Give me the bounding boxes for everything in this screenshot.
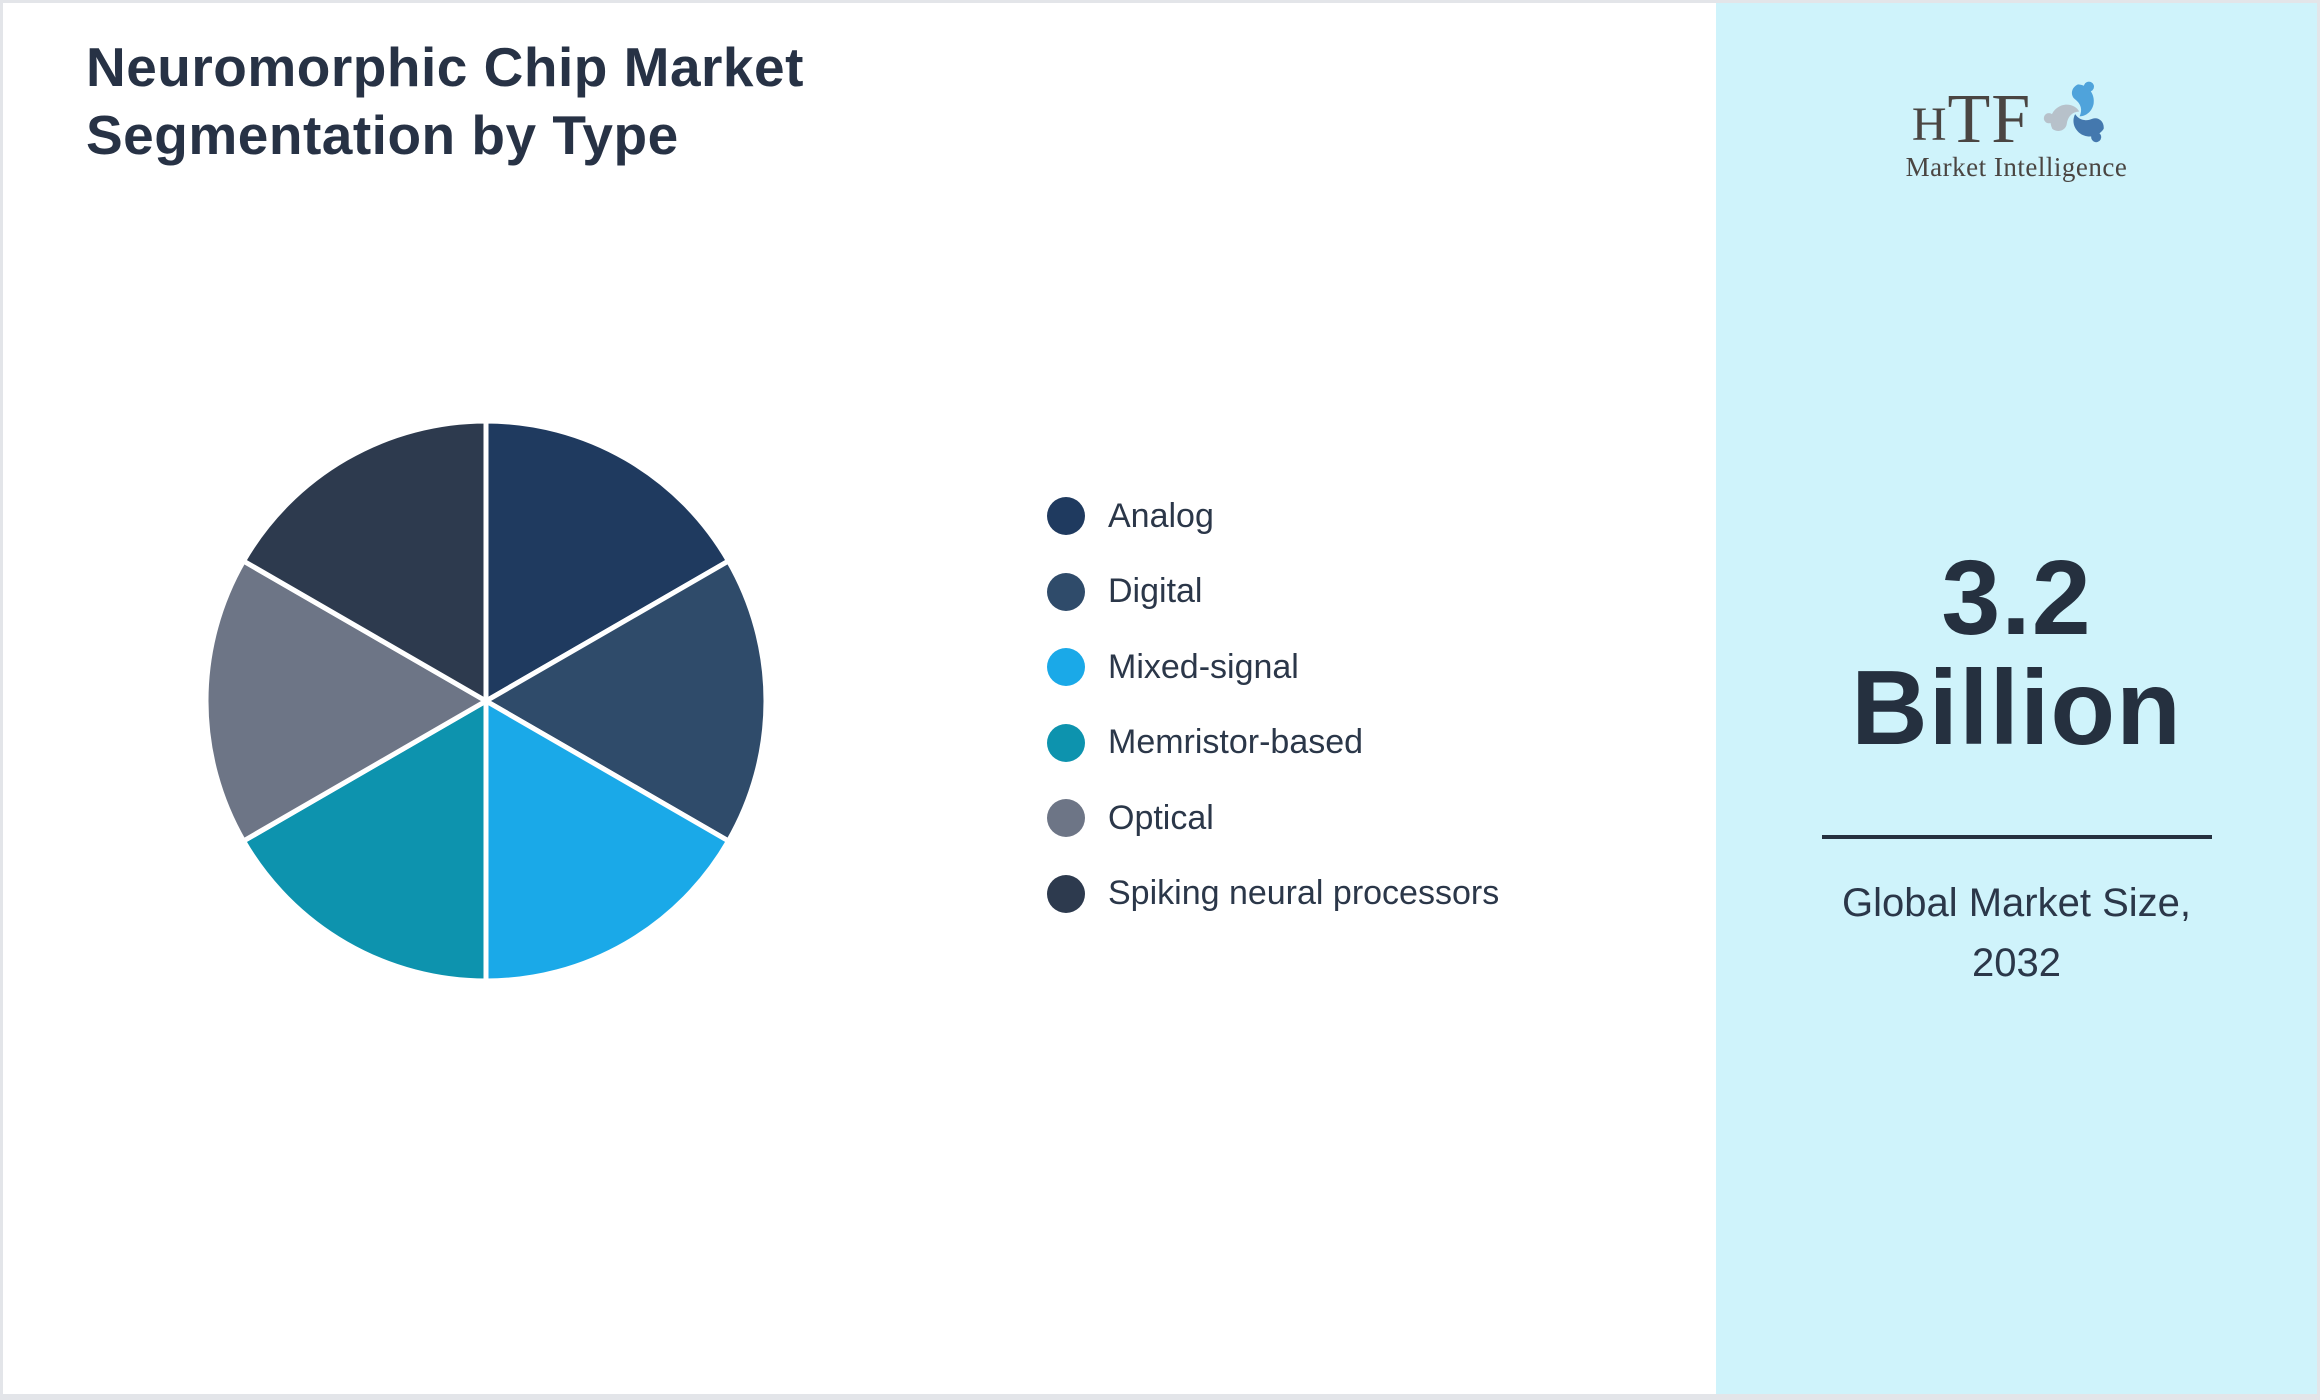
legend-item: Mixed-signal [1047,648,1499,686]
pie-chart-container [186,401,786,1001]
legend-item: Digital [1047,572,1499,611]
htf-logo-swirl-icon [2044,81,2104,143]
legend-item: Analog [1047,497,1499,535]
page-title: Neuromorphic Chip Market Segmentation by… [86,33,804,169]
legend-label: Analog [1108,496,1214,535]
htf-logo-tagline: Market Intelligence [1905,152,2128,182]
htf-logo-text-h: H [1911,98,1948,151]
legend-item: Optical [1047,799,1499,837]
market-size-caption-line2: 2032 [1972,941,2061,985]
page-title-line2: Segmentation by Type [86,104,679,166]
pie-slice-analog [483,418,731,704]
legend-label: Memristor-based [1108,723,1364,761]
legend-item: Spiking neural processors [1047,874,1500,913]
legend-swatch-icon [1047,874,1085,913]
legend-label: Mixed-signal [1108,647,1299,686]
htf-logo: H TF Market Intel [1716,75,2317,183]
legend-swatch-icon [1047,572,1085,611]
htf-logo-row: H TF [1911,75,2121,158]
page-title-line1: Neuromorphic Chip Market [86,36,804,98]
legend-label: Optical [1108,798,1214,837]
market-size-value: 3.2 Billion [1716,543,2317,763]
legend: Analog Digital Mixed-signal Memristor-based… [1047,497,1499,950]
market-size-value-number: 3.2 [1941,539,2092,657]
legend-item: Memristor-based [1047,723,1499,762]
pie-slice-digital [483,558,769,844]
legend-swatch-icon [1047,723,1085,762]
legend-swatch-icon [1047,497,1085,535]
pie-chart [203,418,769,984]
legend-swatch-icon [1047,799,1085,837]
market-size-value-unit: Billion [1851,649,2182,767]
pie-slice-optical [203,558,489,844]
stat-divider [1821,835,2212,839]
market-size-caption-line1: Global Market Size, [1841,881,2192,925]
htf-logo-text-tf: TF [1947,80,2032,158]
legend-label: Spiking neural processors [1108,874,1500,912]
pie-slice-memristor-based [241,698,489,984]
pie-slice-mixed-signal [483,698,731,984]
market-size-caption: Global Market Size, 2032 [1716,873,2317,993]
legend-swatch-icon [1047,648,1085,686]
legend-label: Digital [1108,572,1203,610]
sidebar-panel: H TF Market Intel [1716,3,2317,1394]
pie-slice-spiking-neural-processors [241,418,489,704]
